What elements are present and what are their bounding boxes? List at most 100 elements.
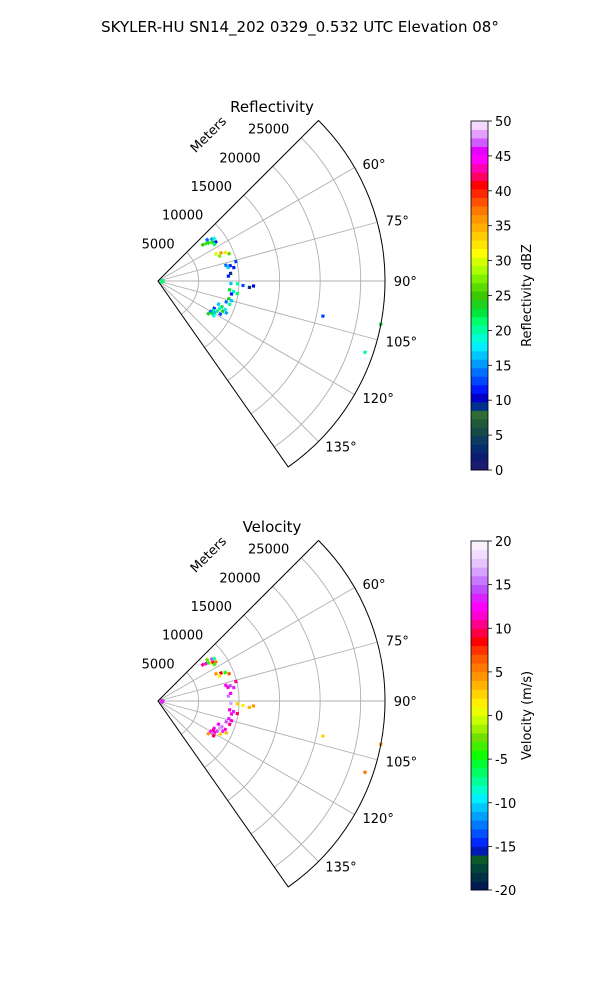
- colorbar-swatch: [471, 671, 488, 682]
- radar-gate: [233, 259, 238, 264]
- colorbar-swatch: [471, 706, 488, 716]
- colorbar-swatch: [471, 654, 488, 664]
- colorbar-tick: -20: [495, 884, 516, 899]
- radar-gate: [212, 236, 217, 241]
- colorbar-swatch: [471, 333, 488, 343]
- radar-gate: [229, 712, 234, 716]
- colorbar-swatch: [471, 282, 488, 292]
- radar-gate: [206, 311, 211, 316]
- radar-gate: [241, 283, 245, 288]
- colorbar-swatch: [471, 785, 488, 795]
- colorbar-swatch: [471, 855, 488, 865]
- radar-gate: [227, 288, 232, 292]
- radar-gate: [247, 705, 252, 710]
- radar-gate: [217, 726, 222, 731]
- colorbar-tick: 5: [495, 429, 503, 444]
- sector-frame: [157, 539, 386, 888]
- colorbar-label: Reflectivity dBZ: [520, 244, 535, 347]
- radar-gate: [226, 685, 230, 690]
- radar-gate: [216, 302, 221, 307]
- radar-gate: [227, 671, 232, 676]
- radar-gate: [227, 251, 232, 256]
- colorbar-swatch: [471, 567, 488, 577]
- colorbar-tick: -15: [495, 840, 516, 855]
- colorbar-swatch: [471, 461, 488, 471]
- reflectivity-gates: [159, 236, 383, 355]
- azimuth-gridline: [157, 700, 319, 862]
- range-ring: [250, 586, 321, 835]
- colorbar-swatch: [471, 384, 488, 394]
- reflectivity-colorbar: 0 5 10 15 20 25 30 35 40 45 50 Reflectiv…: [470, 115, 535, 479]
- azimuth-tick-60: 60°: [363, 578, 386, 593]
- panel-title-velocity: Velocity: [243, 518, 302, 536]
- radar-gate: [212, 656, 217, 661]
- azimuth-tick-135: 135°: [325, 440, 356, 455]
- range-ring: [250, 166, 321, 415]
- range-ring: [273, 137, 362, 448]
- radar-gate: [159, 280, 164, 284]
- colorbar-swatch: [471, 881, 488, 891]
- radar-gate: [247, 285, 252, 290]
- radar-gate: [233, 679, 238, 684]
- azimuth-tick-75: 75°: [386, 215, 409, 230]
- colorbar-swatch: [471, 197, 488, 207]
- range-tick-labels: 5000 10000 15000 20000 25000: [142, 543, 290, 673]
- colorbar-swatch: [471, 223, 488, 233]
- radar-gate: [212, 242, 217, 247]
- colorbar-swatch: [471, 155, 488, 164]
- radar-gate: [204, 237, 210, 243]
- radar-gate: [251, 704, 256, 708]
- colorbar-swatch: [471, 367, 488, 377]
- colorbar-tick: 20: [495, 324, 512, 339]
- colorbar-swatch: [471, 541, 488, 551]
- sector-frame: [157, 119, 386, 468]
- colorbar-swatch: [471, 121, 488, 130]
- range-ring: [204, 643, 240, 768]
- azimuth-gridline: [157, 280, 319, 442]
- colorbar-swatch: [471, 689, 488, 699]
- colorbar-tick: 0: [495, 710, 503, 725]
- range-axis-label: Meters: [188, 534, 230, 576]
- radar-gate: [229, 701, 233, 706]
- radar-gate: [229, 298, 234, 303]
- radar-gate: [228, 271, 233, 276]
- radar-gate: [227, 302, 232, 307]
- radar-gate: [217, 254, 222, 259]
- colorbar-swatch: [471, 575, 488, 586]
- azimuth-tick-120: 120°: [363, 392, 394, 407]
- sector-outline: [157, 119, 386, 468]
- polar-grid: [157, 137, 385, 448]
- radar-gate: [235, 711, 240, 716]
- radar-gate: [213, 251, 219, 257]
- radar-gate: [227, 722, 232, 727]
- azimuth-tick-120: 120°: [363, 812, 394, 827]
- colorbar-swatch: [471, 811, 488, 821]
- colorbar-swatch: [471, 828, 488, 839]
- radar-gate: [200, 662, 205, 668]
- radar-gate: [218, 311, 223, 317]
- colorbar-swatch: [471, 401, 488, 411]
- colorbar-swatch: [471, 427, 488, 437]
- colorbar-tick: 40: [495, 185, 512, 200]
- colorbar-swatches: [470, 540, 492, 891]
- colorbar-swatch: [471, 342, 488, 352]
- colorbar-swatch: [471, 610, 488, 620]
- colorbar-swatch: [471, 794, 488, 804]
- colorbar-swatch: [471, 584, 488, 594]
- radar-gate: [223, 670, 228, 675]
- colorbar-swatch: [471, 698, 488, 708]
- radar-gate: [362, 350, 368, 355]
- colorbar-swatch: [471, 129, 488, 139]
- range-tick-15000: 15000: [191, 600, 232, 615]
- colorbar-swatch: [471, 558, 488, 568]
- colorbar-tick: -10: [495, 797, 516, 812]
- radar-gate: [212, 662, 217, 667]
- radar-gate: [213, 671, 219, 677]
- colorbar-tick: 15: [495, 579, 512, 594]
- azimuth-tick-105: 105°: [386, 756, 417, 771]
- range-ring: [273, 557, 362, 868]
- radar-gate: [226, 694, 231, 698]
- range-tick-10000: 10000: [162, 629, 203, 644]
- colorbar-swatch: [471, 214, 488, 224]
- reflectivity-panel: Reflectivity 5000 10000 15000 20000 2500…: [142, 98, 535, 479]
